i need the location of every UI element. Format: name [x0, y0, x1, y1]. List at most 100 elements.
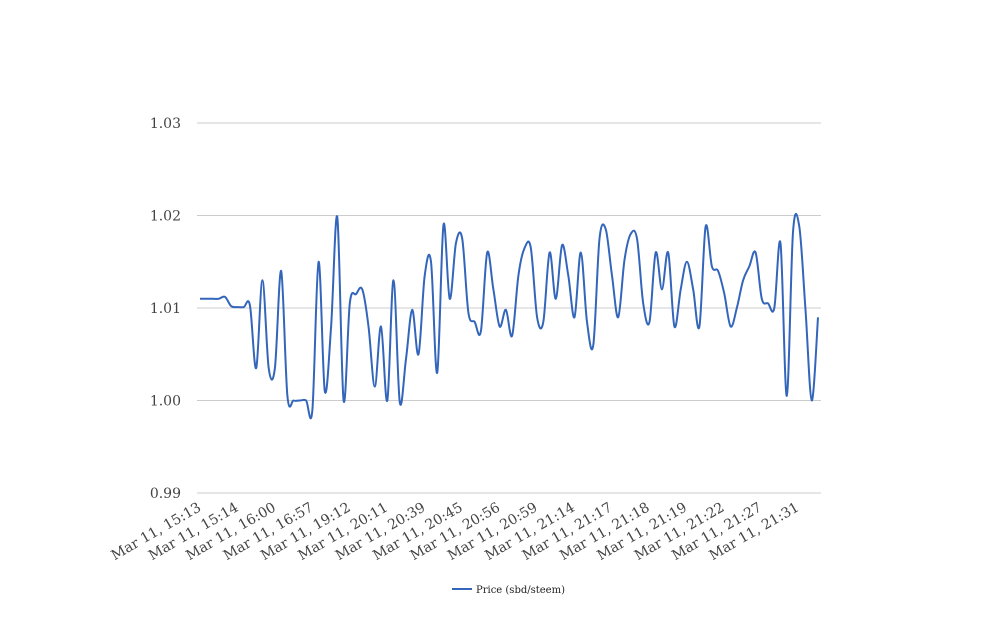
data-point	[680, 289, 682, 291]
data-point	[586, 321, 588, 323]
data-point	[355, 293, 357, 295]
data-point	[205, 298, 207, 300]
data-point	[567, 275, 569, 277]
data-point	[536, 316, 538, 318]
data-point	[199, 298, 201, 300]
data-point	[361, 289, 363, 291]
data-point	[418, 353, 420, 355]
series-line-price	[199, 212, 819, 420]
data-point	[599, 238, 601, 240]
data-point	[592, 344, 594, 346]
data-point	[286, 395, 288, 397]
data-point	[530, 247, 532, 249]
y-tick-label: 1.01	[150, 301, 181, 317]
data-point	[511, 335, 513, 337]
data-point	[305, 400, 307, 402]
data-point	[555, 298, 557, 300]
data-point	[349, 302, 351, 304]
data-point	[723, 293, 725, 295]
data-point	[705, 226, 707, 228]
data-point	[505, 309, 507, 311]
data-point	[686, 261, 688, 263]
data-point	[224, 296, 226, 298]
data-point	[717, 270, 719, 272]
series-layer	[199, 212, 819, 420]
data-point	[343, 400, 345, 402]
data-point	[773, 307, 775, 309]
data-point	[636, 238, 638, 240]
data-point	[730, 326, 732, 328]
data-point	[611, 275, 613, 277]
data-point	[455, 242, 457, 244]
data-point	[692, 289, 694, 291]
data-point	[411, 309, 413, 311]
data-point	[605, 228, 607, 230]
data-point	[580, 252, 582, 254]
data-point	[324, 390, 326, 392]
data-point	[492, 289, 494, 291]
data-point	[780, 242, 782, 244]
data-point	[761, 298, 763, 300]
data-point	[336, 216, 338, 218]
data-point	[792, 231, 794, 233]
data-point	[374, 386, 376, 388]
data-point	[542, 321, 544, 323]
y-tick-label: 1.02	[150, 209, 181, 225]
data-point	[474, 321, 476, 323]
data-point	[255, 367, 257, 369]
data-point	[461, 238, 463, 240]
data-point	[698, 326, 700, 328]
data-point	[280, 270, 282, 272]
data-point	[624, 259, 626, 261]
data-point	[811, 400, 813, 402]
data-point	[212, 298, 214, 300]
data-point	[399, 401, 401, 403]
data-point	[574, 316, 576, 318]
data-point	[293, 400, 295, 402]
data-point	[230, 305, 232, 307]
legend-label: Price (sbd/steem)	[476, 585, 565, 596]
data-point	[549, 252, 551, 254]
data-point	[711, 265, 713, 267]
data-point	[524, 247, 526, 249]
data-point	[630, 233, 632, 235]
data-point	[499, 326, 501, 328]
data-point	[517, 275, 519, 277]
data-point	[673, 326, 675, 328]
data-point	[767, 302, 769, 304]
data-point	[368, 326, 370, 328]
data-point	[786, 395, 788, 397]
data-point	[617, 316, 619, 318]
data-point	[817, 316, 819, 318]
data-point	[268, 367, 270, 369]
y-axis-tick-labels: 0.99 1.00 1.01 1.02 1.03	[150, 116, 181, 502]
data-point	[430, 261, 432, 263]
data-point	[311, 409, 313, 411]
data-point	[405, 358, 407, 360]
data-point	[642, 302, 644, 304]
data-point	[449, 298, 451, 300]
data-point	[243, 306, 245, 308]
data-point	[805, 309, 807, 311]
data-point	[436, 372, 438, 374]
data-point	[486, 252, 488, 254]
data-point	[261, 279, 263, 281]
y-tick-label: 1.03	[150, 116, 181, 132]
data-point	[299, 400, 301, 402]
data-point	[667, 252, 669, 254]
data-point	[467, 312, 469, 314]
data-point	[424, 275, 426, 277]
data-point	[661, 289, 663, 291]
data-point	[480, 330, 482, 332]
data-point	[755, 252, 757, 254]
legend: Price (sbd/steem)	[452, 585, 565, 596]
data-point	[798, 226, 800, 228]
data-point	[386, 400, 388, 402]
data-point	[274, 367, 276, 369]
data-point	[237, 306, 239, 308]
data-point	[649, 321, 651, 323]
data-point	[655, 252, 657, 254]
